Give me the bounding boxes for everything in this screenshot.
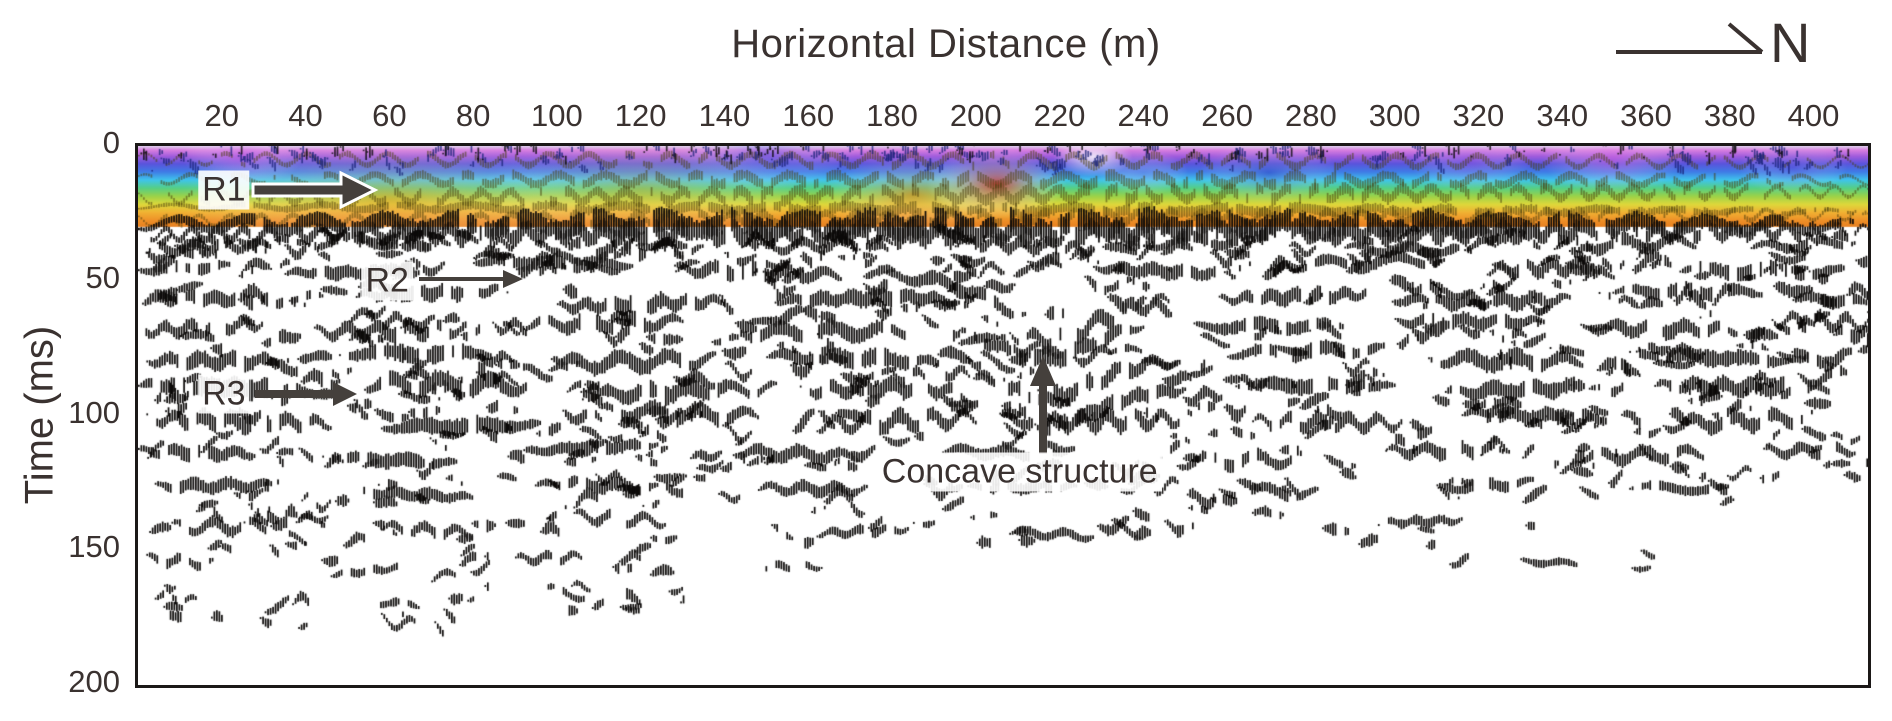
x-tick-label: 40	[288, 98, 323, 133]
y-tick-label: 150	[68, 529, 120, 565]
x-axis-title: Horizontal Distance (m)	[731, 22, 1161, 66]
y-tick-label: 200	[68, 664, 120, 699]
concave-structure-arrow-icon	[1029, 356, 1056, 455]
x-tick-label: 340	[1536, 98, 1589, 133]
x-tick-label: 280	[1285, 98, 1337, 133]
x-tick-label: 80	[455, 98, 491, 133]
x-tick-label: 200	[949, 98, 1002, 133]
x-tick-label: 220	[1033, 98, 1086, 133]
plot-area: R1 R2 R3 Concave structure	[135, 143, 1871, 688]
r3-arrow-icon	[255, 381, 358, 406]
x-tick-label: 160	[782, 98, 835, 133]
annotation-label-r1: R1	[198, 170, 250, 210]
y-tick-label: 0	[102, 125, 120, 160]
x-tick-label: 400	[1787, 98, 1840, 133]
x-tick-label: 180	[866, 98, 918, 133]
annotation-label-r3: R3	[198, 374, 250, 414]
north-indicator: N	[1612, 8, 1892, 80]
x-tick-label: 260	[1201, 98, 1253, 133]
x-tick-label: 60	[372, 98, 407, 133]
north-label: N	[1770, 11, 1811, 74]
x-tick-label: 360	[1620, 98, 1672, 133]
x-tick-label: 140	[698, 98, 751, 133]
x-tick-label: 380	[1703, 98, 1756, 133]
y-tick-label: 50	[85, 259, 120, 295]
annotation-label-concave-structure: Concave structure	[877, 452, 1162, 492]
x-tick-label: 20	[204, 98, 240, 133]
annotation-label-r2: R2	[361, 261, 413, 301]
r2-arrow-icon	[418, 270, 523, 289]
seismic-canvas	[138, 146, 1868, 685]
north-arrow-icon	[1616, 22, 1764, 54]
x-tick-label: 120	[614, 98, 667, 133]
x-tick-label: 300	[1368, 98, 1421, 133]
x-tick-label: 240	[1117, 98, 1170, 133]
r1-arrow-icon	[251, 171, 379, 210]
y-tick-label: 100	[68, 394, 120, 430]
x-tick-label: 100	[531, 98, 583, 133]
x-tick-label: 320	[1452, 98, 1505, 133]
